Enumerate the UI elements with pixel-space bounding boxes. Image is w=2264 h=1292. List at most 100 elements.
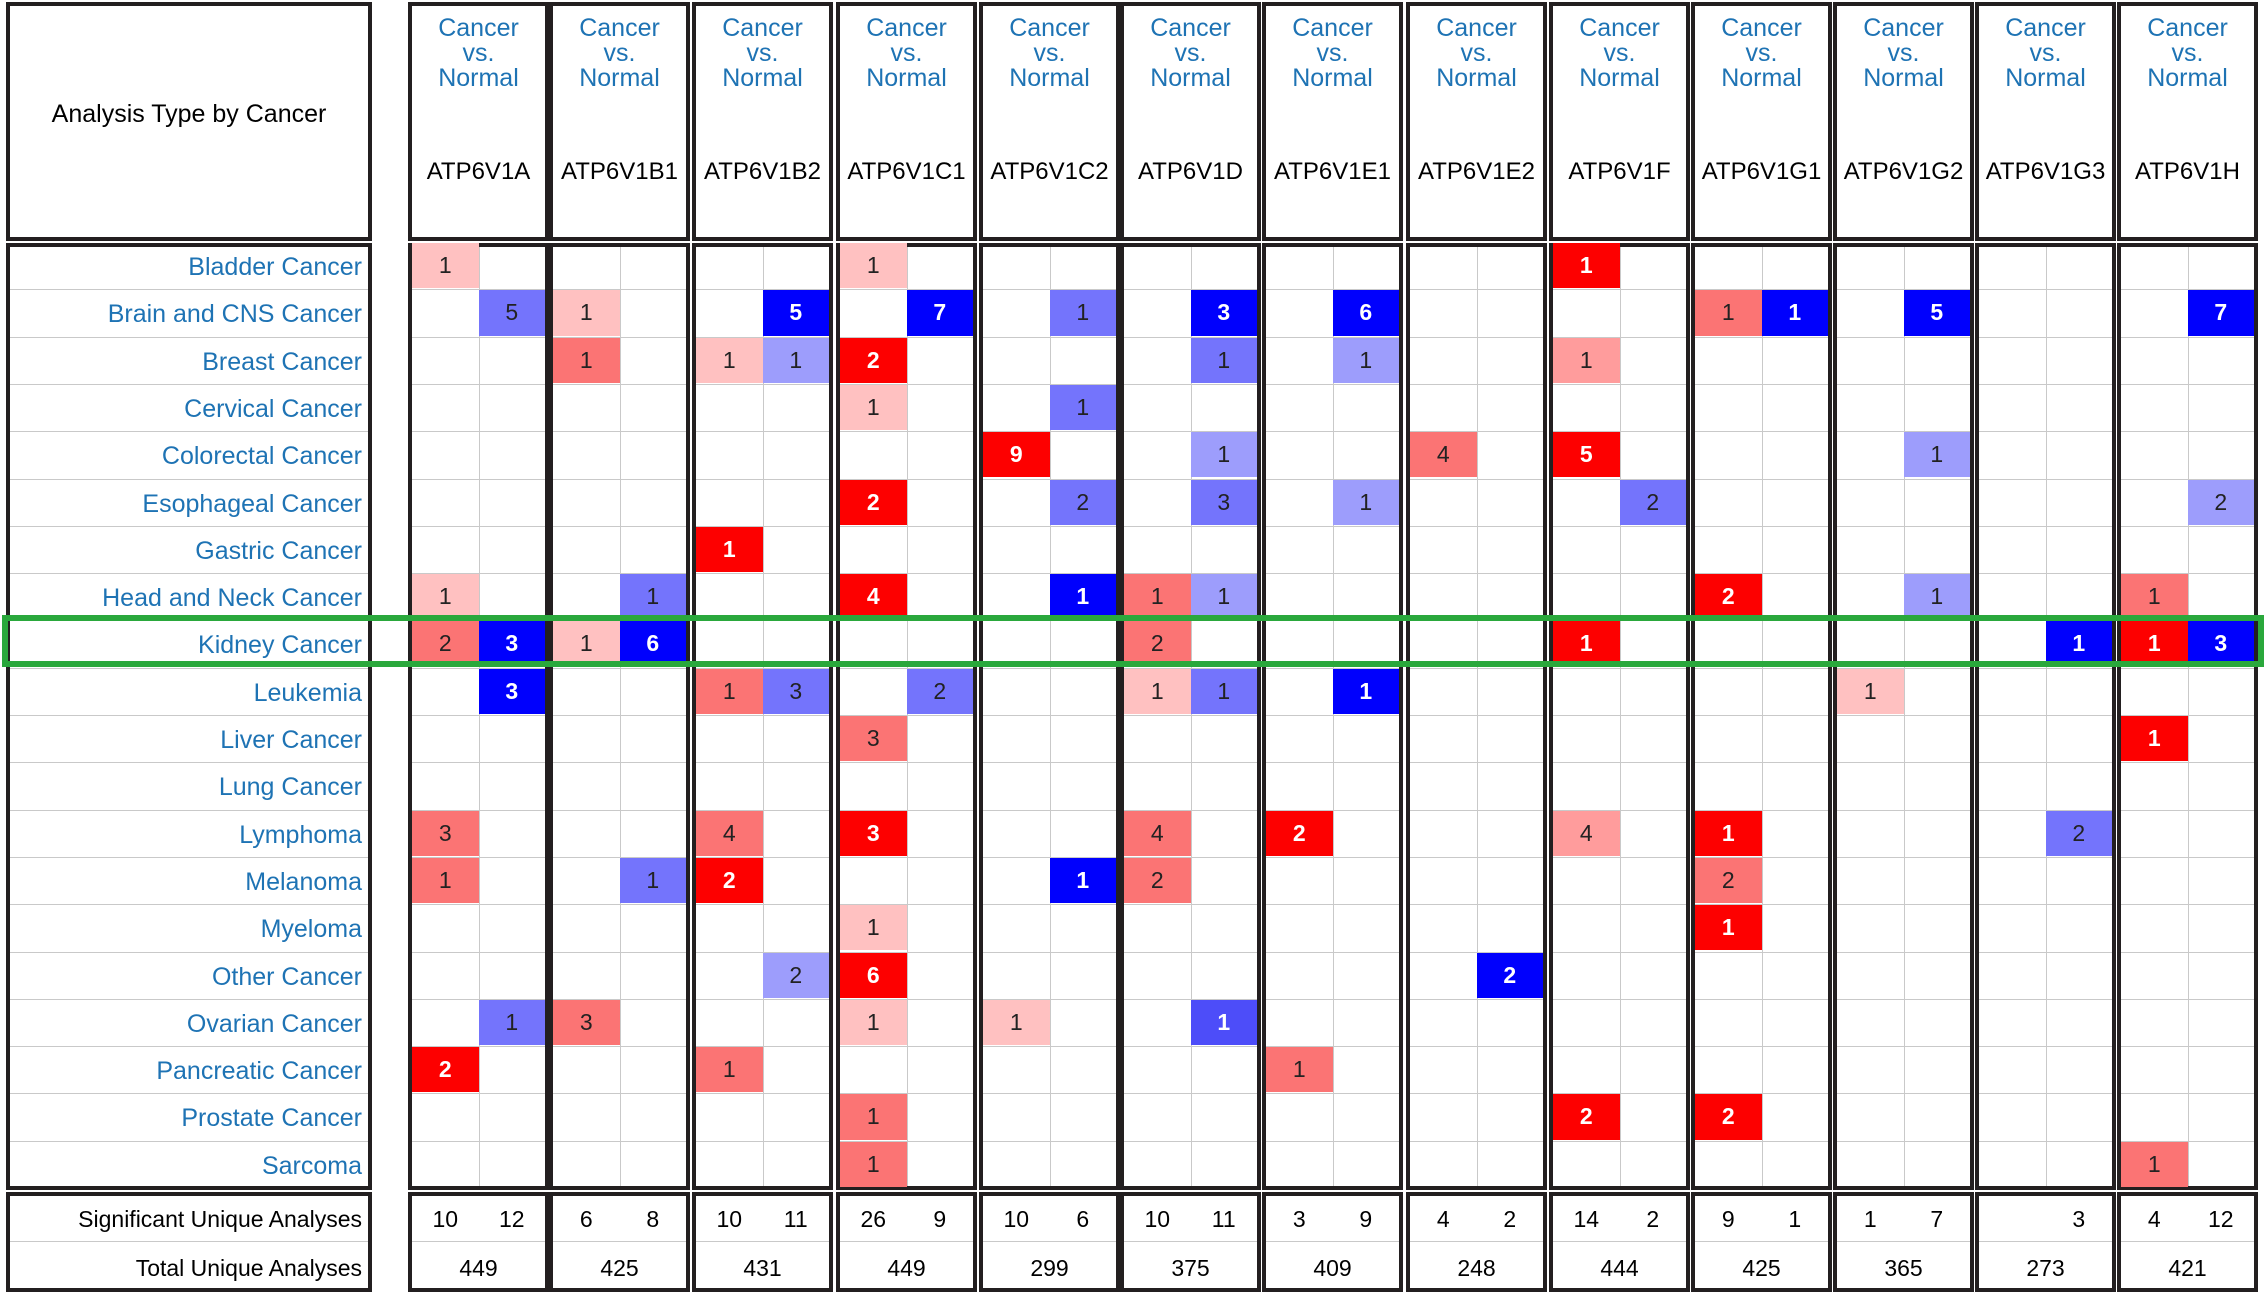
analysis-type-label-atp6v1e1[interactable]: Normal bbox=[1292, 64, 1373, 92]
row-label-lung-cancer[interactable]: Lung Cancer bbox=[218, 773, 362, 802]
row-separator bbox=[10, 289, 368, 291]
row-label-bladder-cancer[interactable]: Bladder Cancer bbox=[188, 253, 362, 281]
column-divider-atp6v1c1 bbox=[906, 247, 908, 1186]
analysis-type-label-atp6v1g1[interactable]: Cancer bbox=[1721, 14, 1802, 42]
column-grid-box-atp6v1f bbox=[1549, 243, 1690, 1190]
row-label-breast-cancer[interactable]: Breast Cancer bbox=[202, 347, 362, 376]
gene-label-atp6v1c2: ATP6V1C2 bbox=[990, 158, 1109, 185]
row-label-head-and-neck-cancer[interactable]: Head and Neck Cancer bbox=[102, 584, 362, 613]
row-label-esophageal-cancer[interactable]: Esophageal Cancer bbox=[142, 489, 362, 518]
row-separator bbox=[10, 667, 368, 669]
significant-down-atp6v1c2: 6 bbox=[1076, 1206, 1090, 1232]
heat-cell-pancreatic-cancer-atp6v1e1-up: 1 bbox=[1266, 1047, 1333, 1093]
analysis-type-label-atp6v1a[interactable]: Normal bbox=[438, 64, 519, 92]
analysis-type-label-atp6v1g2[interactable]: vs. bbox=[1887, 39, 1920, 67]
column-divider-atp6v1c2 bbox=[1049, 247, 1051, 1186]
heat-cell-ovarian-cancer-atp6v1d-down: 1 bbox=[1190, 999, 1257, 1046]
heat-cell-prostate-cancer-atp6v1g1-up: 2 bbox=[1695, 1094, 1762, 1140]
column-divider-atp6v1d bbox=[1190, 247, 1192, 1186]
row-label-leukemia[interactable]: Leukemia bbox=[253, 678, 362, 707]
heat-cell-head-and-neck-cancer-atp6v1c1-up: 4 bbox=[840, 574, 907, 620]
analysis-type-label-atp6v1d[interactable]: Normal bbox=[1150, 64, 1231, 92]
heat-cell-kidney-cancer-atp6v1d-up: 2 bbox=[1124, 621, 1191, 667]
row-label-liver-cancer[interactable]: Liver Cancer bbox=[220, 726, 362, 754]
analysis-type-label-atp6v1f[interactable]: vs. bbox=[1603, 39, 1636, 67]
heat-cell-melanoma-atp6v1c2-down: 1 bbox=[1049, 857, 1116, 904]
analysis-type-label-atp6v1c1[interactable]: Normal bbox=[866, 64, 947, 92]
analysis-type-label-atp6v1d[interactable]: vs. bbox=[1174, 39, 1207, 67]
row-label-melanoma[interactable]: Melanoma bbox=[245, 867, 362, 896]
row-separator bbox=[10, 715, 368, 716]
row-label-kidney-cancer[interactable]: Kidney Cancer bbox=[198, 631, 362, 660]
heat-cell-prostate-cancer-atp6v1c1-up: 1 bbox=[840, 1094, 907, 1140]
significant-down-atp6v1g3: 3 bbox=[2072, 1206, 2086, 1232]
analysis-type-label-atp6v1b2[interactable]: Cancer bbox=[722, 14, 803, 42]
row-label-brain-and-cns-cancer[interactable]: Brain and CNS Cancer bbox=[107, 300, 362, 329]
heat-cell-colorectal-cancer-atp6v1c2-up: 9 bbox=[983, 432, 1050, 478]
footer-separator bbox=[840, 1241, 973, 1242]
analysis-type-label-atp6v1g2[interactable]: Normal bbox=[1863, 64, 1944, 92]
row-label-cervical-cancer[interactable]: Cervical Cancer bbox=[184, 394, 362, 423]
heat-cell-bladder-cancer-atp6v1a-up: 1 bbox=[412, 243, 479, 289]
analysis-type-label-atp6v1d[interactable]: Cancer bbox=[1150, 14, 1231, 42]
analysis-type-label-atp6v1h[interactable]: vs. bbox=[2171, 39, 2204, 67]
column-grid-box-atp6v1c2 bbox=[979, 243, 1120, 1190]
significant-down-atp6v1e2: 2 bbox=[1503, 1206, 1517, 1232]
analysis-type-label-atp6v1e2[interactable]: Cancer bbox=[1436, 14, 1517, 42]
analysis-type-label-atp6v1g1[interactable]: vs. bbox=[1745, 39, 1778, 67]
column-grid-box-atp6v1h bbox=[2117, 243, 2258, 1190]
analysis-type-label-atp6v1b1[interactable]: vs. bbox=[603, 39, 636, 67]
analysis-type-label-atp6v1e2[interactable]: vs. bbox=[1460, 39, 1493, 67]
analysis-type-label-atp6v1g3[interactable]: vs. bbox=[2029, 39, 2062, 67]
analysis-type-label-atp6v1c1[interactable]: vs. bbox=[890, 39, 923, 67]
row-label-myeloma[interactable]: Myeloma bbox=[260, 915, 362, 944]
analysis-type-label-atp6v1g3[interactable]: Normal bbox=[2005, 64, 2086, 92]
column-divider-atp6v1g2 bbox=[1903, 247, 1905, 1186]
heat-cell-leukemia-atp6v1g2-up: 1 bbox=[1837, 668, 1904, 714]
analysis-type-label-atp6v1f[interactable]: Normal bbox=[1579, 64, 1660, 92]
analysis-type-label-atp6v1c2[interactable]: vs. bbox=[1033, 39, 1066, 67]
column-divider-atp6v1h bbox=[2187, 247, 2189, 1186]
row-label-other-cancer[interactable]: Other Cancer bbox=[211, 962, 362, 991]
analysis-type-label-atp6v1b1[interactable]: Normal bbox=[579, 64, 660, 92]
header-label-box bbox=[6, 2, 372, 241]
analysis-type-label-atp6v1g3[interactable]: Cancer bbox=[2005, 14, 2086, 42]
analysis-type-label-atp6v1c2[interactable]: Normal bbox=[1009, 64, 1090, 92]
row-label-sarcoma[interactable]: Sarcoma bbox=[261, 1151, 362, 1180]
analysis-type-label-atp6v1b2[interactable]: vs. bbox=[746, 39, 779, 67]
total-analyses-atp6v1e2: 248 bbox=[1457, 1255, 1496, 1281]
analysis-type-label-atp6v1e1[interactable]: vs. bbox=[1316, 39, 1349, 67]
heat-cell-cervical-cancer-atp6v1c1-up: 1 bbox=[840, 384, 907, 431]
analysis-type-label-atp6v1c2[interactable]: Cancer bbox=[1009, 14, 1090, 42]
analysis-type-label-atp6v1f[interactable]: Cancer bbox=[1579, 14, 1660, 42]
heat-cell-other-cancer-atp6v1e2-down: 2 bbox=[1476, 952, 1543, 998]
analysis-type-label-atp6v1h[interactable]: Cancer bbox=[2147, 14, 2228, 42]
footer-separator bbox=[696, 1241, 829, 1242]
heat-cell-pancreatic-cancer-atp6v1b2-up: 1 bbox=[696, 1047, 763, 1093]
column-header-box-atp6v1h bbox=[2117, 2, 2258, 241]
analysis-type-label-atp6v1b1[interactable]: Cancer bbox=[579, 14, 660, 42]
row-label-gastric-cancer[interactable]: Gastric Cancer bbox=[195, 536, 362, 565]
total-analyses-atp6v1d: 375 bbox=[1171, 1255, 1210, 1281]
analysis-type-label-atp6v1e1[interactable]: Cancer bbox=[1292, 14, 1373, 42]
row-label-prostate-cancer[interactable]: Prostate Cancer bbox=[181, 1104, 362, 1133]
analysis-type-label-atp6v1h[interactable]: Normal bbox=[2147, 64, 2228, 92]
analysis-type-label-atp6v1c1[interactable]: Cancer bbox=[866, 14, 947, 42]
row-label-colorectal-cancer[interactable]: Colorectal Cancer bbox=[161, 442, 362, 471]
analysis-type-label-atp6v1g2[interactable]: Cancer bbox=[1863, 14, 1944, 42]
analysis-type-label-atp6v1g1[interactable]: Normal bbox=[1721, 64, 1802, 92]
heat-cell-other-cancer-atp6v1b2-down: 2 bbox=[762, 952, 829, 998]
analysis-type-label-atp6v1a[interactable]: vs. bbox=[462, 39, 495, 67]
column-grid-box-atp6v1e1 bbox=[1262, 243, 1403, 1190]
row-label-pancreatic-cancer[interactable]: Pancreatic Cancer bbox=[156, 1057, 362, 1086]
analysis-type-label-atp6v1b2[interactable]: Normal bbox=[722, 64, 803, 92]
heat-cell-lymphoma-atp6v1e1-up: 2 bbox=[1266, 810, 1333, 856]
column-divider-atp6v1f bbox=[1619, 247, 1621, 1186]
row-label-lymphoma[interactable]: Lymphoma bbox=[239, 820, 362, 849]
row-label-ovarian-cancer[interactable]: Ovarian Cancer bbox=[186, 1009, 362, 1038]
heat-cell-leukemia-atp6v1a-down: 3 bbox=[478, 668, 545, 714]
heat-cell-other-cancer-atp6v1c1-up: 6 bbox=[840, 952, 907, 998]
analysis-type-label-atp6v1e2[interactable]: Normal bbox=[1436, 64, 1517, 92]
heat-cell-leukemia-atp6v1d-up: 1 bbox=[1124, 668, 1191, 714]
analysis-type-label-atp6v1a[interactable]: Cancer bbox=[438, 14, 519, 42]
